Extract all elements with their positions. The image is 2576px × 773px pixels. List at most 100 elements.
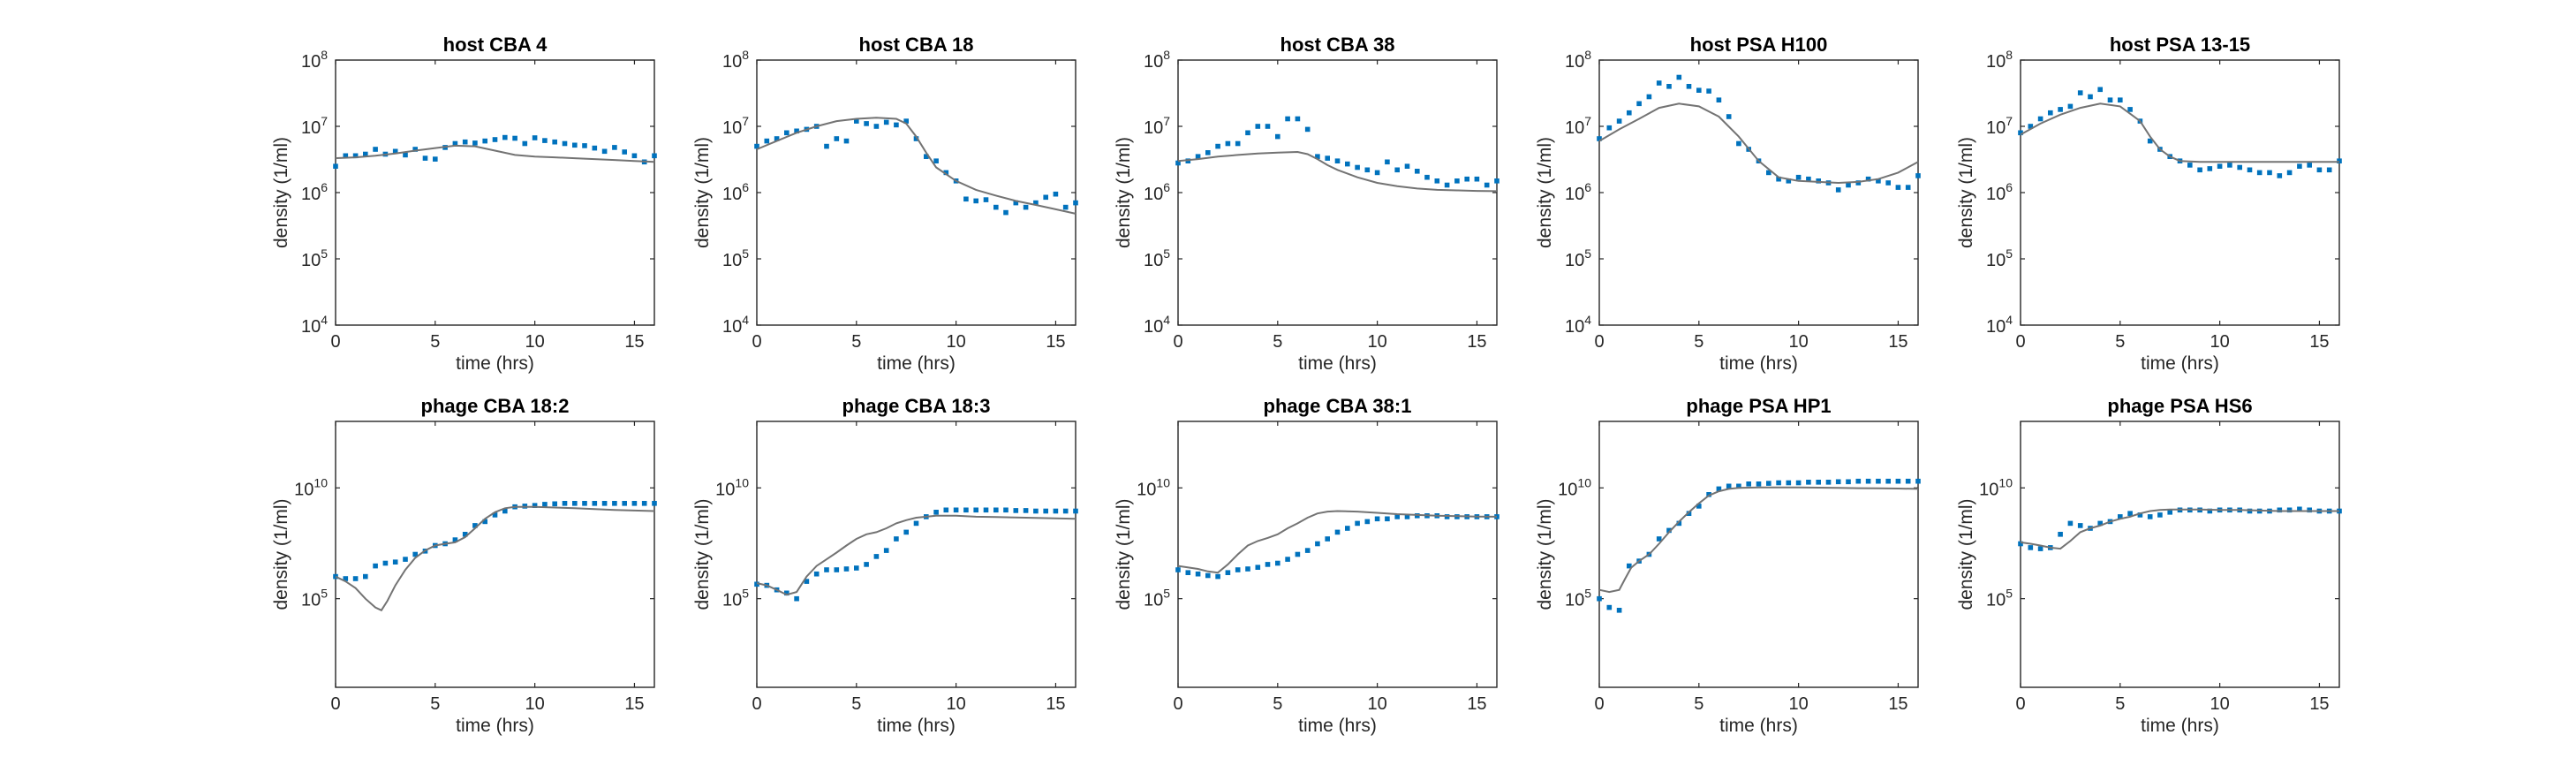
data-point (1736, 483, 1741, 489)
y-axis-label: density (1/ml) (692, 137, 713, 248)
x-tick-label: 10 (525, 332, 545, 352)
data-point (502, 508, 508, 514)
data-point (2067, 520, 2074, 527)
plot-frame (1177, 421, 1498, 688)
y-tick-label: 106 (1986, 180, 2013, 204)
data-point (2097, 87, 2103, 93)
subplot-title: phage PSA HS6 (2107, 395, 2252, 417)
data-point (1053, 191, 1059, 197)
data-point (2207, 508, 2213, 514)
data-point (1795, 480, 1802, 486)
data-point (973, 198, 978, 204)
data-point (1285, 557, 1290, 562)
y-tick-label: 105 (301, 587, 328, 610)
data-point (1185, 570, 1191, 575)
y-axis-label: density (1/ml) (692, 498, 713, 610)
data-point (352, 576, 359, 581)
data-point (2307, 507, 2312, 513)
x-axis-label: time (hrs) (877, 716, 956, 736)
data-point (1023, 204, 1029, 210)
y-tick-label: 104 (301, 313, 328, 337)
data-point (913, 520, 919, 527)
data-point (2018, 541, 2023, 547)
data-point (2277, 507, 2283, 513)
data-point (1876, 478, 1881, 484)
data-point (363, 573, 368, 580)
data-point (1235, 567, 1241, 572)
data-point (1484, 182, 1490, 188)
data-point (1215, 143, 1220, 149)
plot-frame (2020, 421, 2340, 688)
data-point (1885, 180, 1891, 186)
x-tick-label: 0 (2015, 332, 2025, 352)
y-tick-label: 106 (1565, 180, 1591, 204)
data-point (1616, 608, 1622, 613)
data-point (1474, 176, 1480, 182)
x-tick-label: 0 (2015, 694, 2025, 714)
data-point (652, 153, 657, 159)
data-point (834, 567, 840, 572)
data-point (1696, 504, 1702, 509)
y-tick-label: 1010 (1558, 475, 1591, 499)
subplot-title: phage CBA 18:2 (421, 395, 570, 417)
y-tick-label: 105 (1565, 587, 1591, 610)
data-point (1033, 508, 1039, 514)
data-point (903, 118, 909, 124)
data-point (973, 507, 978, 513)
data-point (601, 501, 608, 506)
subplot-title: phage CBA 38:1 (1264, 395, 1412, 417)
data-point (552, 501, 557, 507)
y-tick-label: 105 (1986, 246, 2013, 270)
x-tick-label: 0 (752, 694, 761, 714)
data-point (1756, 481, 1762, 487)
data-point (1325, 536, 1330, 542)
plot-frame (335, 421, 655, 688)
y-tick-label: 107 (1144, 114, 1170, 138)
data-point (373, 563, 378, 569)
data-point (1364, 167, 1371, 173)
data-point (612, 145, 617, 150)
data-point (2137, 512, 2143, 518)
data-point (754, 581, 759, 587)
model-line (335, 505, 655, 612)
data-point (1726, 114, 1732, 119)
data-point (794, 595, 799, 602)
data-point (1915, 478, 1921, 484)
data-point (343, 576, 349, 581)
data-point (612, 501, 617, 506)
x-tick-label: 10 (947, 332, 966, 352)
plot-frame (756, 421, 1076, 688)
data-point (1736, 140, 1741, 147)
subplot-title: host PSA H100 (1690, 34, 1828, 56)
data-point (1295, 551, 1301, 557)
data-point (824, 143, 829, 149)
data-point (1656, 80, 1662, 86)
data-point (1003, 209, 1008, 216)
data-point (363, 151, 368, 157)
x-axis-label: time (hrs) (1298, 353, 1377, 374)
data-point (1806, 176, 1811, 182)
data-point (2256, 170, 2262, 176)
data-point (462, 139, 468, 145)
data-point (1285, 116, 1290, 122)
data-point (582, 143, 587, 148)
data-point (1444, 182, 1450, 188)
y-axis-label: density (1/ml) (271, 498, 291, 610)
data-point (1597, 595, 1602, 602)
y-tick-label: 105 (722, 246, 749, 270)
plot-frame (1177, 59, 1498, 326)
y-tick-label: 104 (722, 313, 749, 337)
data-point (2217, 163, 2223, 169)
data-point (963, 196, 969, 202)
subplot-8: 0 5 10 15 105 1010 phage CBA 38:1 time (hrs) den… (1114, 395, 1500, 736)
data-point (462, 532, 468, 537)
data-point (1385, 516, 1390, 522)
data-point (452, 537, 458, 542)
x-tick-label: 10 (525, 694, 545, 714)
y-tick-label: 108 (301, 48, 328, 72)
data-point (1915, 173, 1921, 178)
data-point (433, 156, 438, 162)
data-point (552, 139, 557, 145)
data-point (1656, 536, 1662, 542)
